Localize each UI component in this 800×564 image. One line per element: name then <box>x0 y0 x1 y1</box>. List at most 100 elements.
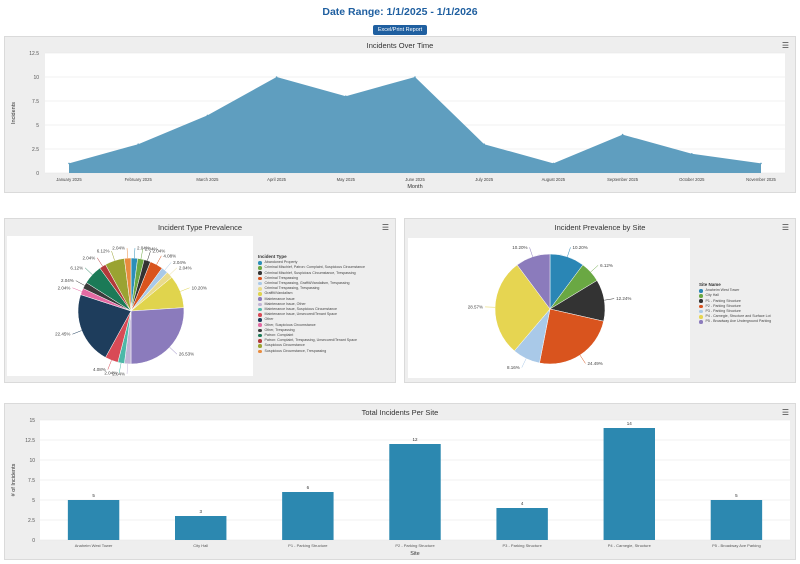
label-leader <box>84 267 93 275</box>
pie-chart: 2.04%2.04%2.04%4.08%2.04%2.04%10.20%26.5… <box>7 236 253 376</box>
label-leader <box>521 358 527 368</box>
y-tick-label: 7.5 <box>32 99 39 105</box>
label-leader <box>567 247 571 257</box>
legend-item[interactable]: Graffiti/Vandalism <box>258 291 365 296</box>
legend-item[interactable]: P4 - Carnegie, Structure and Surface Lot <box>699 314 771 319</box>
legend-label: Suspicious Circumstance, Trespassing <box>264 348 327 353</box>
x-tick-label: October 2025 <box>679 177 705 182</box>
legend-item[interactable]: Criminal Trespassing, Graffiti/Vandalism… <box>258 281 365 286</box>
hamburger-menu-icon[interactable]: ☰ <box>381 223 389 232</box>
x-tick-label: November 2025 <box>746 177 776 182</box>
data-point <box>275 76 278 78</box>
y-tick-label: 7.5 <box>28 478 35 484</box>
y-axis-label: # of Incidents <box>11 463 17 496</box>
legend-label: Maintenance Issue, Suspicious Circumstan… <box>264 307 338 312</box>
label-leader <box>134 248 136 259</box>
y-tick-label: 12.5 <box>29 51 39 57</box>
data-label: 4.08% <box>163 253 176 258</box>
x-axis-label: Month <box>407 184 422 190</box>
y-tick-label: 10 <box>33 75 39 81</box>
hamburger-menu-icon[interactable]: ☰ <box>781 223 789 232</box>
data-label: 2.04% <box>112 246 125 251</box>
x-tick-label: January 2025 <box>56 177 82 182</box>
data-label: 5 <box>92 493 95 498</box>
legend-marker <box>258 349 262 353</box>
label-leader <box>126 248 128 259</box>
legend-item[interactable]: Criminal Trespassing, Trespassing <box>258 286 365 291</box>
legend-item[interactable]: Maintenance Issue <box>258 297 365 302</box>
legend-item[interactable]: Suspicious Circumstance <box>258 343 365 348</box>
date-range-title: Date Range: 1/1/2025 - 1/1/2026 <box>322 6 478 18</box>
legend-item[interactable]: P1 - Parking Structure <box>699 299 771 304</box>
label-leader <box>126 363 128 374</box>
legend-item[interactable]: Criminal Mischief, Suspicious Circumstan… <box>258 271 365 276</box>
legend-item[interactable]: Abandoned Property <box>258 260 365 265</box>
legend-marker <box>258 281 262 286</box>
label-leader <box>169 347 178 355</box>
data-label: 2.04% <box>82 255 95 260</box>
data-label: 6.12% <box>70 265 83 270</box>
legend-item[interactable]: Criminal Mischief, Patron: Complaint, Su… <box>258 265 365 270</box>
x-tick-label: April 2025 <box>267 177 287 182</box>
chart-title: Incident Type Prevalence <box>157 223 243 232</box>
x-tick-label: Anaheim West Tower <box>75 543 113 548</box>
hamburger-menu-icon[interactable]: ☰ <box>781 408 789 417</box>
legend-item[interactable]: City Hall <box>699 293 771 298</box>
legend-label: Abandoned Property <box>264 260 298 265</box>
data-label: 22.45% <box>55 332 70 337</box>
legend-marker <box>258 328 262 333</box>
pie-chart: 10.20% 6.12% 12.24% 24.49% 8.16% 28.57% 10.20% <box>408 238 690 378</box>
legend-item[interactable]: Maintenance Issue, Suspicious Circumstan… <box>258 307 365 312</box>
pie-slice <box>124 257 132 312</box>
legend-label: Other, Trespassing <box>264 327 295 332</box>
label-leader <box>156 255 162 265</box>
y-tick-label: 0 <box>36 171 39 177</box>
legend-item[interactable]: Maintenance Issue, Other <box>258 302 365 307</box>
hamburger-menu-icon[interactable]: ☰ <box>781 41 789 50</box>
legend-label: P2 - Parking Structure <box>705 303 741 308</box>
label-leader <box>169 267 178 275</box>
legend-marker <box>699 304 703 309</box>
legend-item[interactable]: P3 - Parking Structure <box>699 309 771 314</box>
x-tick-label: March 2025 <box>196 177 219 182</box>
y-tick-label: 0 <box>32 538 35 544</box>
legend-item[interactable]: Other, Trespassing <box>258 328 365 333</box>
legend-label: P4 - Carnegie, Structure and Surface Lot <box>705 314 771 319</box>
pie-slice <box>539 308 604 365</box>
incidents-per-site-panel: Total Incidents Per Site ☰ 0 2.5 5 7.5 10 12.… <box>4 403 796 560</box>
legend-item[interactable]: Anaheim West Tower <box>699 288 771 293</box>
x-tick-label: August 2025 <box>542 177 566 182</box>
y-tick-label: 2.5 <box>28 518 35 524</box>
incidents-over-time-panel: Incidents Over Time ☰ 0 2.5 5 7.5 10 12.5 Janu… <box>4 36 796 193</box>
legend-item[interactable]: Other <box>258 317 365 322</box>
data-point <box>621 133 624 136</box>
legend-item[interactable]: Patron: Complaint, Trespassing, Unsecure… <box>258 338 365 343</box>
area-chart: 0 2.5 5 7.5 10 12.5 January 2025 February 2025 M… <box>11 51 785 190</box>
data-point <box>137 143 139 145</box>
legend-item[interactable]: P5 - Broadway Ave Underground Parking <box>699 319 771 324</box>
legend-item[interactable]: Other, Suspicious Circumstance <box>258 323 365 328</box>
legend-item[interactable]: Maintenance Issue, Unsecured/Tenant Spac… <box>258 312 365 317</box>
legend-marker <box>258 297 262 301</box>
legend-item[interactable]: P2 - Parking Structure <box>699 304 771 309</box>
legend-item[interactable]: Criminal Trespassing <box>258 276 365 281</box>
legend-marker <box>258 344 262 348</box>
bar <box>710 500 763 540</box>
legend-marker <box>258 318 262 322</box>
export-report-button[interactable]: Excel/Print Report <box>372 25 428 35</box>
label-leader <box>529 247 533 257</box>
data-label: 10.20% <box>572 245 587 250</box>
x-tick-label: P1 - Parking Structure <box>288 543 328 548</box>
legend-marker <box>258 339 262 343</box>
x-tick-label: May 2025 <box>337 177 356 182</box>
legend-item[interactable]: Patron: Complaint <box>258 333 365 338</box>
label-leader <box>590 265 599 273</box>
label-leader <box>118 363 122 373</box>
legend-marker <box>258 287 262 291</box>
legend-marker <box>699 299 703 303</box>
legend-marker <box>258 292 262 296</box>
chart-title: Total Incidents Per Site <box>361 408 439 417</box>
legend-item[interactable]: Suspicious Circumstance, Trespassing <box>258 349 365 354</box>
legend-marker <box>699 309 703 314</box>
pie-slice <box>77 294 132 358</box>
